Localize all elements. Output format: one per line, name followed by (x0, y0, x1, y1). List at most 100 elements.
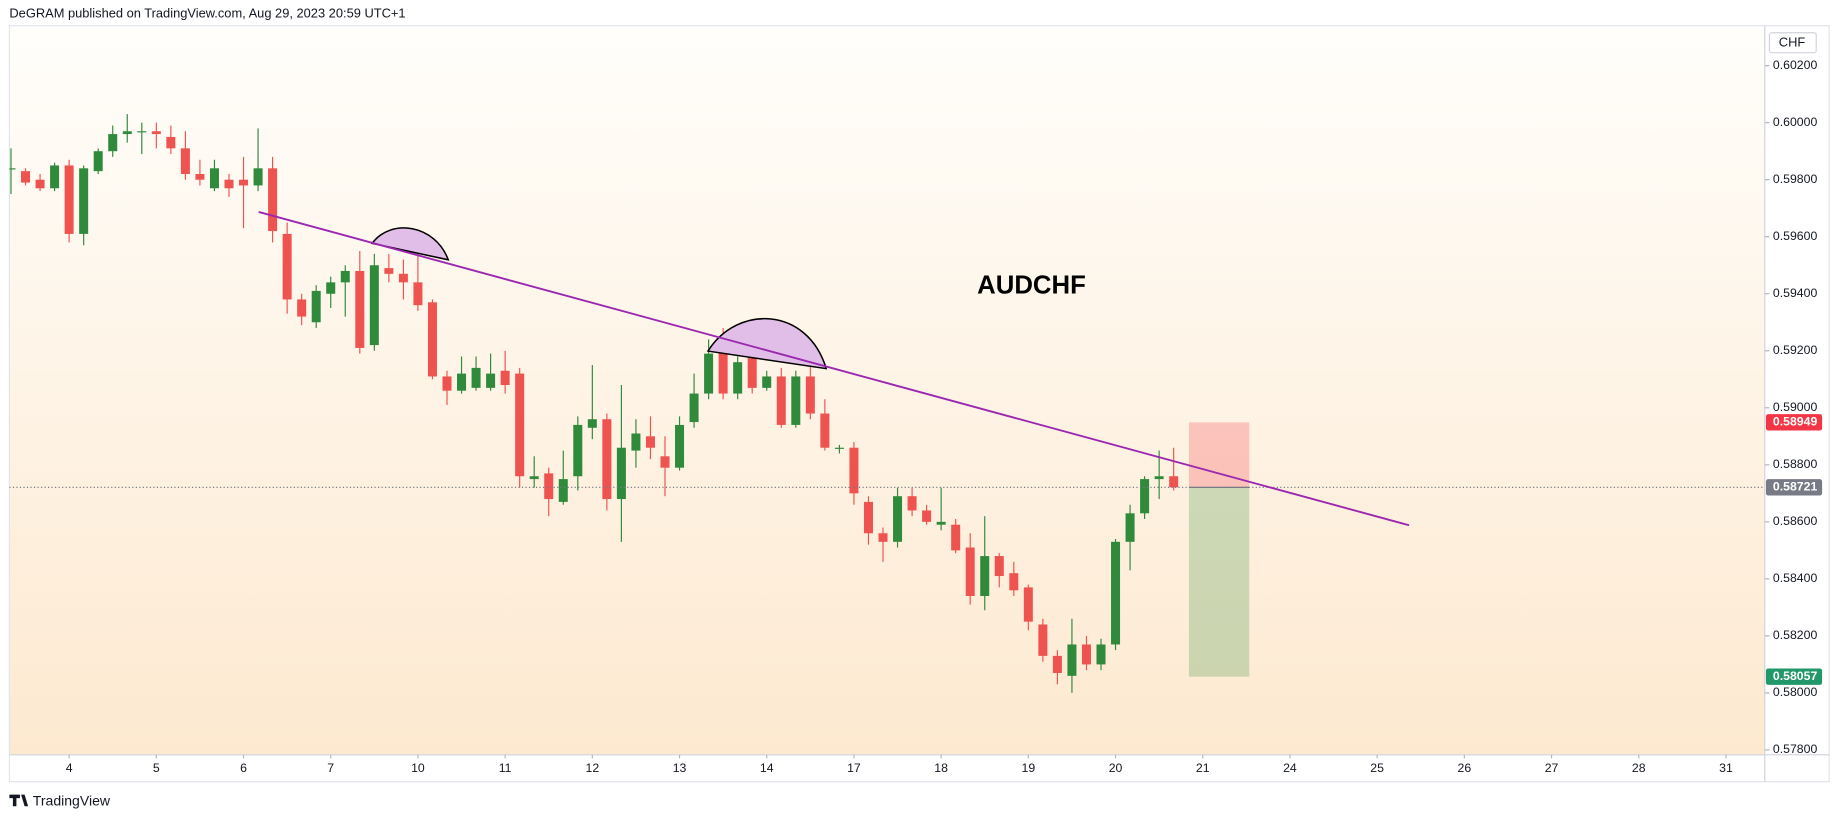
candle-body (486, 373, 496, 388)
candle-body (660, 456, 670, 468)
x-tick-label: 24 (1283, 761, 1297, 775)
candle-body (122, 131, 132, 135)
x-tick-label: 21 (1196, 761, 1210, 775)
candle-body (180, 148, 190, 175)
candle-body (805, 376, 815, 414)
candle-body (268, 168, 278, 232)
candle-body (1081, 644, 1091, 665)
candle-body (704, 353, 714, 394)
candle-body (500, 370, 510, 386)
price-label: 0.58057 (1773, 669, 1818, 683)
candle-body (849, 447, 859, 494)
stop-zone (1188, 422, 1250, 488)
candle-body (151, 131, 161, 135)
y-tick-label: 0.59400 (1773, 286, 1818, 300)
candle-body (340, 270, 350, 283)
x-tick-label: 11 (499, 761, 512, 775)
candle-body (558, 479, 568, 502)
candle-body (965, 547, 975, 596)
candle-body (907, 496, 917, 511)
overlays (258, 211, 1410, 677)
price-label: 0.58721 (1773, 480, 1818, 494)
candle-body (922, 510, 932, 522)
candle-body (1023, 587, 1033, 622)
y-tick-label: 0.58400 (1773, 571, 1818, 585)
price-label-box (1765, 668, 1823, 685)
frame (8, 25, 1830, 783)
x-tick-label: 13 (673, 761, 687, 775)
x-tick-label: 28 (1632, 761, 1646, 775)
candle-body (93, 151, 103, 172)
candle-body (936, 521, 946, 525)
candle-body (631, 433, 641, 451)
candle-body (863, 501, 873, 534)
y-tick-label: 0.58800 (1773, 457, 1818, 471)
candle-body (108, 134, 118, 152)
candle-body (602, 419, 612, 500)
candle-body (398, 273, 408, 283)
candle-body (1140, 479, 1150, 514)
candle-body (834, 447, 844, 449)
x-tick-label: 19 (1022, 761, 1036, 775)
y-tick-label: 0.60200 (1773, 58, 1818, 72)
candle-body (1096, 644, 1106, 665)
candle-body (282, 233, 292, 300)
candle-body (471, 367, 481, 388)
candle-body (427, 302, 437, 377)
axes: 0.57800 0.58000 0.58200 0.58400 0.58600 0.588… (66, 58, 1823, 775)
candle-body (224, 179, 234, 189)
candle-body (311, 290, 321, 323)
candle-body (442, 376, 452, 391)
logo-icon (9, 794, 29, 807)
candle-body (195, 174, 205, 180)
candle-body (529, 476, 539, 480)
candle-body (21, 171, 31, 183)
y-tick-label: 0.58600 (1773, 514, 1818, 528)
x-tick-label: 18 (934, 761, 948, 775)
marks (9, 114, 1765, 693)
y-tick-label: 0.59200 (1773, 343, 1818, 357)
candle-body (587, 419, 597, 428)
plot-background (9, 25, 1765, 755)
candle-body (689, 393, 699, 423)
y-tick-label: 0.59000 (1773, 400, 1818, 414)
arc-shape (370, 227, 450, 261)
y-tick-label: 0.60000 (1773, 115, 1818, 129)
x-tick-label: 4 (66, 761, 73, 775)
candle-body (645, 436, 655, 448)
price-label: 0.58949 (1773, 415, 1818, 429)
candle-body (515, 373, 525, 477)
candle-body (951, 524, 961, 551)
x-tick-label: 6 (240, 761, 247, 775)
candle-body (384, 268, 394, 274)
x-tick-label: 27 (1545, 761, 1559, 775)
candle-body (9, 168, 16, 170)
candle-body (1052, 655, 1062, 673)
y-tick-label: 0.57800 (1773, 742, 1818, 756)
price-label-box (1765, 414, 1823, 431)
x-tick-label: 14 (760, 761, 774, 775)
candle-body (762, 376, 772, 388)
candle-body (733, 362, 743, 394)
candle-body (166, 136, 176, 149)
x-tick-label: 26 (1458, 761, 1472, 775)
candle-body (747, 356, 757, 388)
plot: AUDCHF (9, 114, 1765, 693)
candle-body (79, 168, 89, 234)
arc-shape (706, 318, 828, 370)
candle-body (253, 168, 263, 186)
candle-body (457, 373, 467, 391)
y-tick-label: 0.59800 (1773, 172, 1818, 186)
candle-body (820, 413, 830, 448)
candle-body (1154, 476, 1164, 480)
candle-body (369, 265, 379, 346)
candle-body (573, 424, 583, 477)
candle-body (544, 473, 554, 500)
x-tick-label: 10 (411, 761, 425, 775)
x-tick-label: 25 (1370, 761, 1384, 775)
y-tick-label: 0.59600 (1773, 229, 1818, 243)
candle-body (1009, 573, 1019, 591)
price-label-box (1765, 479, 1823, 496)
